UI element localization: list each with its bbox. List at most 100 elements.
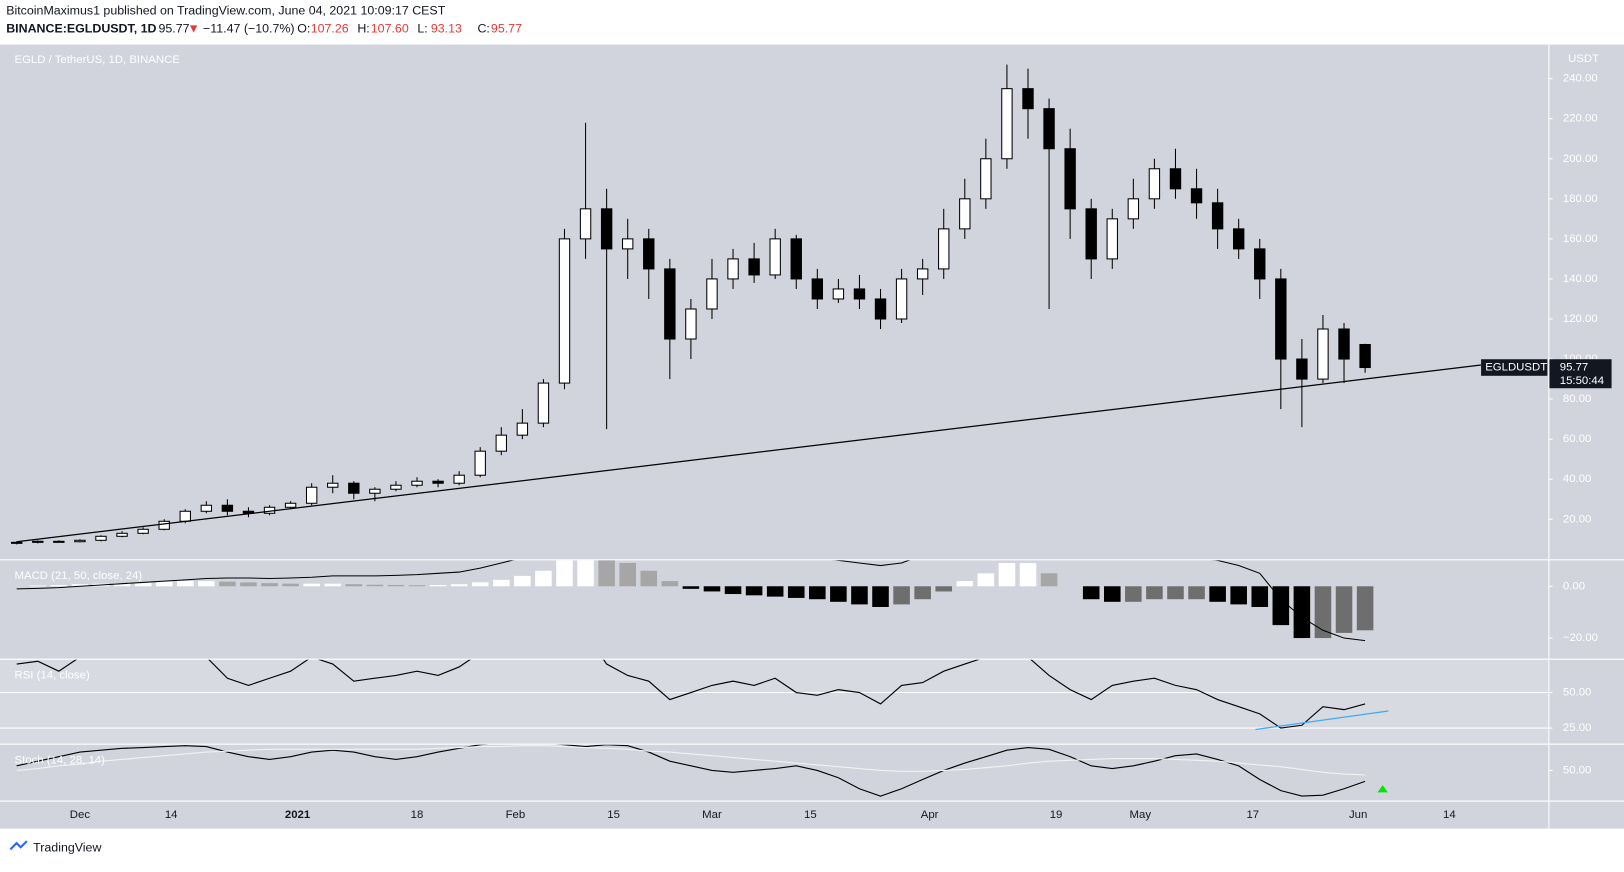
macd-bar [1230, 586, 1247, 605]
ohlc-value: 93.13 [431, 21, 462, 35]
candle-body [874, 298, 887, 320]
candle-body [411, 480, 423, 486]
macd-bar [1251, 586, 1269, 607]
x-tick-label: 19 [1050, 809, 1063, 821]
macd-bar [324, 583, 342, 587]
macd-bar [1272, 586, 1290, 626]
y-tick-label: 240.00 [1563, 73, 1598, 85]
candle-body [832, 288, 845, 300]
macd-bar [240, 582, 257, 587]
pane-background [0, 560, 1549, 659]
macd-bar [1040, 573, 1058, 587]
candle-body [53, 540, 65, 543]
pane [16, 744, 1366, 797]
macd-bar [50, 584, 68, 587]
candle-body [1001, 88, 1013, 160]
price-label: 95.77 [1560, 362, 1588, 374]
macd-bar [661, 581, 679, 587]
macd-bar [282, 583, 299, 587]
macd-bar [514, 575, 531, 587]
macd-bar [809, 586, 826, 600]
macd-bar [429, 584, 447, 587]
macd-bar [640, 570, 658, 587]
ohlc-label: L: [417, 21, 427, 35]
candle-body [938, 228, 950, 270]
pane-title: RSI (14, close) [15, 669, 90, 681]
pane-background [0, 659, 1549, 744]
macd-bar [387, 584, 405, 587]
macd-bar [1019, 562, 1037, 587]
pane-title: EGLD / TetherUS, 1D, BINANCE [15, 54, 181, 66]
candle-body [32, 540, 44, 543]
author-line: BitcoinMaximus1 published on TradingView… [6, 4, 445, 18]
candle-body [1254, 248, 1266, 280]
candle-body [622, 238, 634, 250]
indicator-line [16, 659, 1366, 729]
axis-unit: USDT [1568, 53, 1599, 65]
candle-body [1043, 108, 1055, 150]
candle-body [200, 504, 213, 512]
candle-body [1190, 188, 1203, 204]
candle-body [1106, 218, 1118, 260]
macd-bar [598, 560, 615, 587]
candle-body [137, 528, 149, 534]
macd-bar [977, 573, 995, 587]
x-tick-label: 14 [165, 809, 178, 821]
macd-bar [619, 562, 636, 587]
macd-bar [1103, 586, 1121, 602]
candle-body [1022, 88, 1034, 110]
x-tick-label: Feb [506, 809, 526, 821]
trendline [16, 364, 1482, 543]
macd-bar [29, 585, 47, 587]
candle-body [390, 484, 402, 490]
y-tick-label: 220.00 [1563, 113, 1598, 125]
candle-body [916, 268, 929, 280]
macd-bar [535, 570, 552, 587]
last-price: 95.77 [158, 21, 189, 35]
candle-body [179, 510, 191, 522]
ohlc: O: 107.26 H: 107.60 L: 93.13 C: 95.77 [297, 21, 522, 35]
x-tick-label: 14 [1443, 809, 1456, 821]
candle-body [221, 504, 234, 512]
candle-body [685, 308, 697, 340]
candle-body [453, 474, 465, 484]
pane-title: Stoch (14, 28, 14) [15, 754, 106, 766]
candle-body [769, 238, 781, 276]
candle-body [495, 434, 507, 452]
macd-bar [851, 586, 868, 605]
pane-background [0, 744, 1549, 801]
candle-body [579, 208, 592, 240]
ohlc-value: 107.26 [311, 21, 349, 35]
ohlc-label: C: [477, 21, 489, 35]
candle-body [158, 520, 170, 530]
x-tick-label: Mar [702, 809, 722, 821]
macd-bar [176, 581, 194, 587]
x-tick-label: 15 [804, 809, 817, 821]
pane [11, 64, 1482, 545]
x-tick-label: 2021 [285, 809, 311, 821]
ohlc-label: O: [297, 21, 310, 35]
y-tick-label: 40.00 [1563, 473, 1591, 485]
macd-bar [261, 583, 278, 587]
candle-body [706, 278, 718, 310]
ohlc-value: 107.60 [371, 21, 409, 35]
logo [9, 840, 28, 851]
y-tick-label: 0.00 [1563, 580, 1585, 592]
y-tick-label: 140.00 [1563, 273, 1598, 285]
candle-body [895, 278, 908, 320]
candle-body [74, 539, 86, 543]
candle-body [284, 502, 297, 508]
macd-bar [766, 586, 784, 597]
axis-background [1548, 44, 1624, 560]
macd-bar [893, 586, 910, 605]
candle-body [432, 480, 444, 484]
y-tick-label: 120.00 [1563, 313, 1598, 325]
candle-body [1148, 168, 1161, 200]
macd-bar [998, 562, 1016, 587]
pane-title: MACD (21, 50, close, 24) [15, 570, 143, 582]
candle-body [369, 488, 381, 494]
macd-bar [113, 583, 131, 587]
macd-bar [787, 586, 805, 598]
macd-bar [1125, 586, 1142, 602]
candle-body [1127, 198, 1140, 220]
